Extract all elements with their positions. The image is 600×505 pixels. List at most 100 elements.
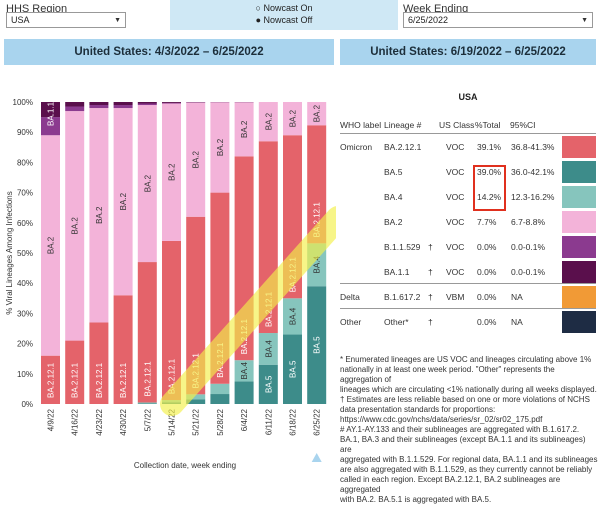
color-swatch bbox=[562, 186, 596, 208]
bar-label: BA.5 bbox=[264, 375, 273, 393]
y-tick-label: 40% bbox=[17, 279, 33, 288]
us-class-cell: VOC bbox=[446, 192, 464, 202]
footnote-line: # AY.1-AY.133 and their sublineages are … bbox=[340, 425, 598, 435]
lineage-cell: BA.1.1 bbox=[384, 267, 410, 277]
bar-segment bbox=[114, 105, 133, 108]
us-class-cell: VOC bbox=[446, 267, 464, 277]
dagger-mark: † bbox=[428, 317, 433, 327]
footnote-line: data presentation standards for proporti… bbox=[340, 405, 598, 415]
bar-label: BA.2.12.1 bbox=[95, 362, 104, 398]
bar-label: BA.2 bbox=[216, 138, 225, 156]
ci-cell: 6.7-8.8% bbox=[511, 217, 545, 227]
color-swatch bbox=[562, 286, 596, 308]
bar-label: BA.2 bbox=[47, 236, 56, 254]
x-tick-label: 4/23/22 bbox=[95, 408, 104, 435]
who-label-cell: Omicron bbox=[340, 142, 372, 152]
bar-label: BA.2 bbox=[240, 120, 249, 138]
left-banner: United States: 4/3/2022 – 6/25/2022 bbox=[4, 39, 334, 65]
color-swatch bbox=[562, 261, 596, 283]
ci-cell: NA bbox=[511, 317, 523, 327]
nowcast-toggle[interactable]: ○ Nowcast On ● Nowcast Off bbox=[170, 0, 398, 30]
bar-segment bbox=[89, 102, 108, 105]
ci-cell: 36.8-41.3% bbox=[511, 142, 554, 152]
y-tick-label: 90% bbox=[17, 128, 33, 137]
nowcast-off-option[interactable]: ● Nowcast Off bbox=[256, 15, 313, 27]
header-95ci: 95%CI bbox=[510, 120, 536, 130]
x-tick-label: 5/21/22 bbox=[192, 408, 201, 435]
bar-label: BA.2.12.1 bbox=[47, 362, 56, 398]
y-tick-label: 20% bbox=[17, 340, 33, 349]
bar-label: BA.4 bbox=[289, 307, 298, 325]
x-tick-label: 4/9/22 bbox=[47, 408, 56, 431]
header-pct-total: %Total bbox=[475, 120, 501, 130]
y-tick-label: 10% bbox=[17, 370, 33, 379]
color-swatch bbox=[562, 236, 596, 258]
bar-segment bbox=[162, 103, 181, 104]
pct-total-cell: 0.0% bbox=[477, 317, 496, 327]
us-class-cell: VOC bbox=[446, 217, 464, 227]
color-swatch bbox=[562, 211, 596, 233]
us-class-cell: VBM bbox=[446, 292, 464, 302]
color-swatch bbox=[562, 136, 596, 158]
x-tick-label: 5/28/22 bbox=[216, 408, 225, 435]
y-tick-label: 80% bbox=[17, 158, 33, 167]
bar-label: BA.5 bbox=[313, 336, 322, 354]
color-swatch bbox=[562, 311, 596, 333]
variant-proportions-chart: 0%10%20%30%40%50%60%70%80%90%100%% Viral… bbox=[0, 66, 336, 476]
bar-segment bbox=[162, 102, 181, 103]
x-tick-label: 5/7/22 bbox=[143, 408, 152, 431]
us-class-cell: VOC bbox=[446, 167, 464, 177]
bar-segment bbox=[210, 384, 229, 394]
region-select[interactable]: USA ▼ bbox=[6, 12, 126, 28]
lineage-cell: BA.4 bbox=[384, 192, 402, 202]
week-select[interactable]: 6/25/2022 ▼ bbox=[403, 12, 593, 28]
lineage-cell: B.1.617.2 bbox=[384, 292, 420, 302]
triangle-up-icon bbox=[312, 453, 322, 462]
x-tick-label: 6/18/22 bbox=[289, 408, 298, 435]
header-lineage: Lineage # bbox=[384, 120, 421, 130]
footnote-line: † Estimates are less reliable based on o… bbox=[340, 395, 598, 405]
lineage-table: USA WHO label Lineage # US Class %Total … bbox=[340, 92, 596, 334]
who-label-cell: Other bbox=[340, 317, 361, 327]
bar-label: BA.2 bbox=[95, 206, 104, 224]
bar-label: BA.2.12.1 bbox=[119, 362, 128, 398]
bar-segment bbox=[114, 102, 133, 105]
pct-total-cell: 7.7% bbox=[477, 217, 496, 227]
bar-label: BA.2.12.1 bbox=[143, 361, 152, 397]
bar-label: BA.2.12.1 bbox=[71, 362, 80, 398]
bar-label: BA.2 bbox=[264, 112, 273, 130]
x-tick-label: 4/16/22 bbox=[71, 408, 80, 435]
lineage-cell: BA.5 bbox=[384, 167, 402, 177]
chevron-down-icon: ▼ bbox=[581, 17, 588, 24]
bar-segment bbox=[138, 104, 157, 106]
pct-total-cell: 0.0% bbox=[477, 267, 496, 277]
pct-total-cell: 0.0% bbox=[477, 292, 496, 302]
footnotes: * Enumerated lineages are US VOC and lin… bbox=[340, 355, 598, 505]
ci-cell: 36.0-42.1% bbox=[511, 167, 554, 177]
y-tick-label: 100% bbox=[13, 98, 33, 107]
bar-label: BA.2 bbox=[313, 104, 322, 122]
footnote-line: are also aggregated with B.1.1.529, as t… bbox=[340, 465, 598, 475]
bar-segment bbox=[235, 381, 254, 404]
us-class-cell: VOC bbox=[446, 242, 464, 252]
bar-segment bbox=[89, 105, 108, 108]
bar-segment bbox=[138, 102, 157, 104]
radio-filled-icon: ● bbox=[256, 15, 261, 25]
ci-cell: 0.0-0.1% bbox=[511, 242, 545, 252]
radio-empty-icon: ○ bbox=[256, 3, 261, 13]
dagger-mark: † bbox=[428, 242, 433, 252]
color-swatch bbox=[562, 161, 596, 183]
pct-total-cell: 0.0% bbox=[477, 242, 496, 252]
ci-cell: NA bbox=[511, 292, 523, 302]
header-who-label: WHO label bbox=[340, 120, 381, 130]
bar-segment bbox=[65, 102, 84, 107]
footnote-line: with BA.2. BA.5.1 is aggregated with BA.… bbox=[340, 495, 598, 505]
footnote-line: BA.1, BA.3 and their sublineages (except… bbox=[340, 435, 598, 455]
nowcast-on-option[interactable]: ○ Nowcast On bbox=[256, 3, 313, 15]
y-tick-label: 50% bbox=[17, 249, 33, 258]
